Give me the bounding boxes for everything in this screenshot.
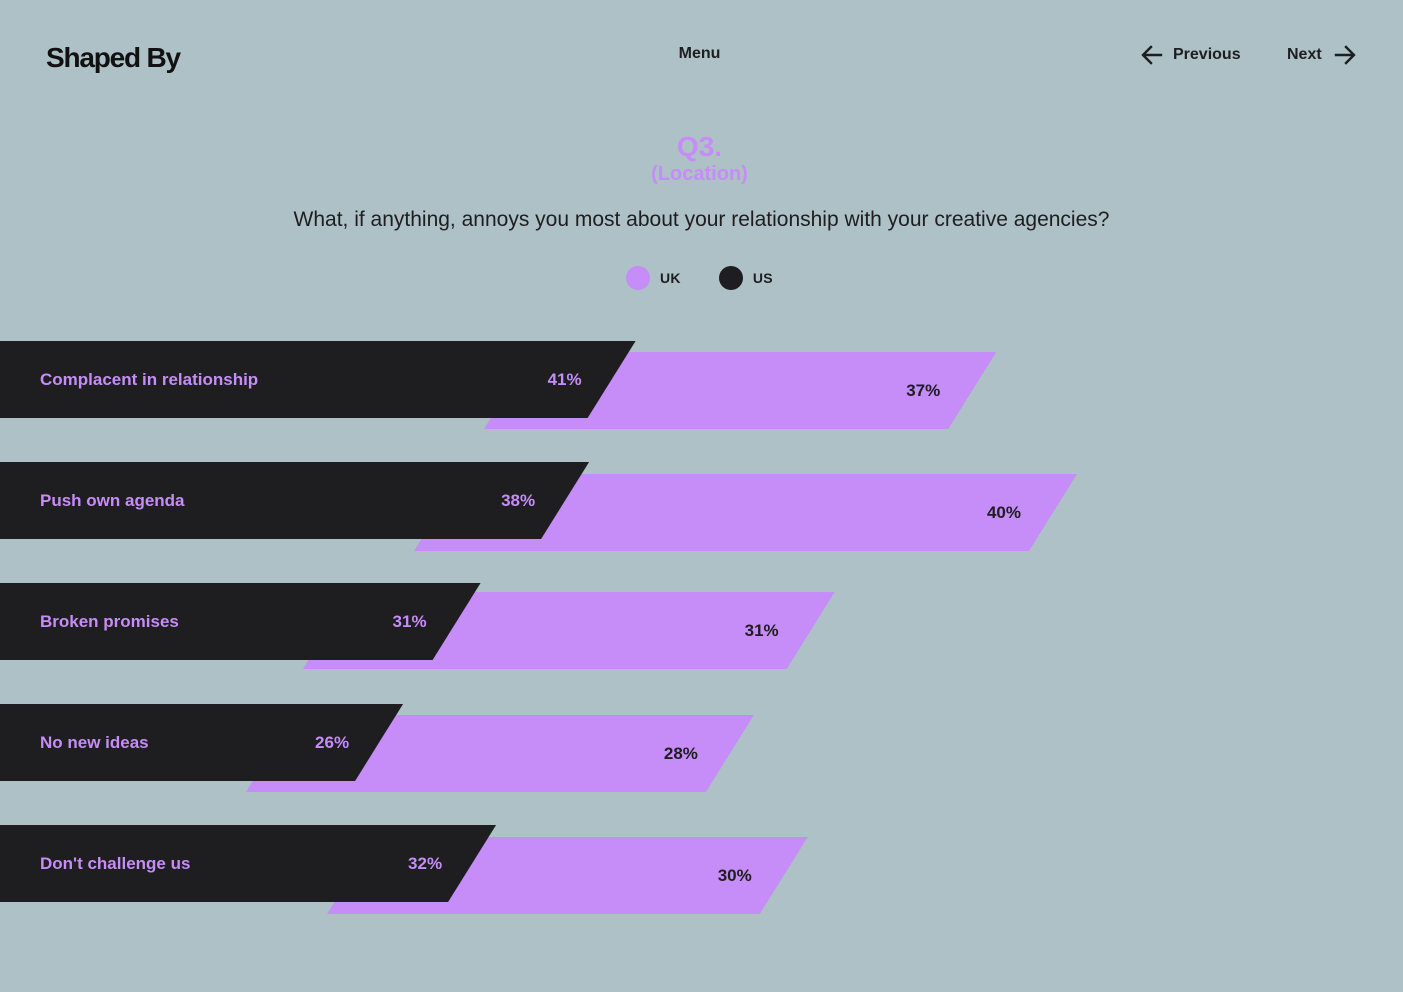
us-value-label: 26% <box>315 733 349 752</box>
question-subtitle: (Location) <box>651 163 748 185</box>
legend-swatch-uk <box>626 266 650 290</box>
bar-chart: Complacent in relationship 41% 37% Push own… <box>0 341 1077 914</box>
uk-bar[interactable] <box>414 474 1077 551</box>
uk-value-label: 30% <box>718 866 752 885</box>
us-bar[interactable] <box>0 825 497 902</box>
uk-value-label: 31% <box>745 621 779 640</box>
bar-group: Push own agenda 38% 40% <box>0 462 1077 551</box>
bar-group: No new ideas 26% 28% <box>0 704 754 792</box>
next-button[interactable]: Next <box>1287 43 1356 67</box>
legend: UK US <box>626 266 811 290</box>
question-text: What, if anything, annoys you most about… <box>293 208 1110 231</box>
us-value-label: 32% <box>408 854 442 873</box>
us-bar[interactable] <box>0 583 481 660</box>
legend-label-uk: UK <box>660 270 681 286</box>
legend-label-us: US <box>752 270 773 286</box>
category-label: No new ideas <box>40 733 149 752</box>
menu-area: Menu <box>0 44 1399 64</box>
category-label: Complacent in relationship <box>40 370 258 389</box>
arrow-left-icon <box>1141 45 1163 65</box>
previous-button[interactable]: Previous <box>1141 43 1241 67</box>
legend-swatch-us <box>718 266 743 290</box>
us-bar[interactable] <box>0 462 590 539</box>
legend-item-uk[interactable]: UK <box>626 266 681 290</box>
us-value-label: 31% <box>393 612 427 631</box>
bar-group: Complacent in relationship 41% 37% <box>0 341 997 429</box>
category-label: Don't challenge us <box>40 854 190 873</box>
arrow-right-icon <box>1334 45 1356 65</box>
next-label: Next <box>1287 46 1322 63</box>
bar-group: Broken promises 31% 31% <box>0 583 835 669</box>
previous-label: Previous <box>1173 46 1241 63</box>
uk-value-label: 40% <box>987 503 1021 522</box>
question-number: Q3. <box>676 131 723 162</box>
uk-value-label: 37% <box>906 381 940 400</box>
category-label: Broken promises <box>40 612 179 631</box>
logo[interactable]: Shaped By <box>46 42 181 73</box>
bar-group: Don't challenge us 32% 30% <box>0 825 808 914</box>
legend-item-us[interactable]: US <box>718 266 773 290</box>
uk-value-label: 28% <box>664 744 698 763</box>
us-value-label: 38% <box>501 491 535 510</box>
us-value-label: 41% <box>548 370 582 389</box>
category-label: Push own agenda <box>40 491 185 510</box>
us-bar[interactable] <box>0 704 404 781</box>
menu-button[interactable]: Menu <box>678 45 721 62</box>
us-bar[interactable] <box>0 341 636 418</box>
